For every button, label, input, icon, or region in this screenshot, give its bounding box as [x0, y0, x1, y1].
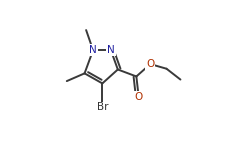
Text: O: O: [146, 59, 155, 69]
Text: O: O: [135, 92, 143, 102]
Text: Br: Br: [97, 102, 108, 112]
Text: N: N: [89, 45, 97, 55]
Text: N: N: [107, 45, 115, 55]
